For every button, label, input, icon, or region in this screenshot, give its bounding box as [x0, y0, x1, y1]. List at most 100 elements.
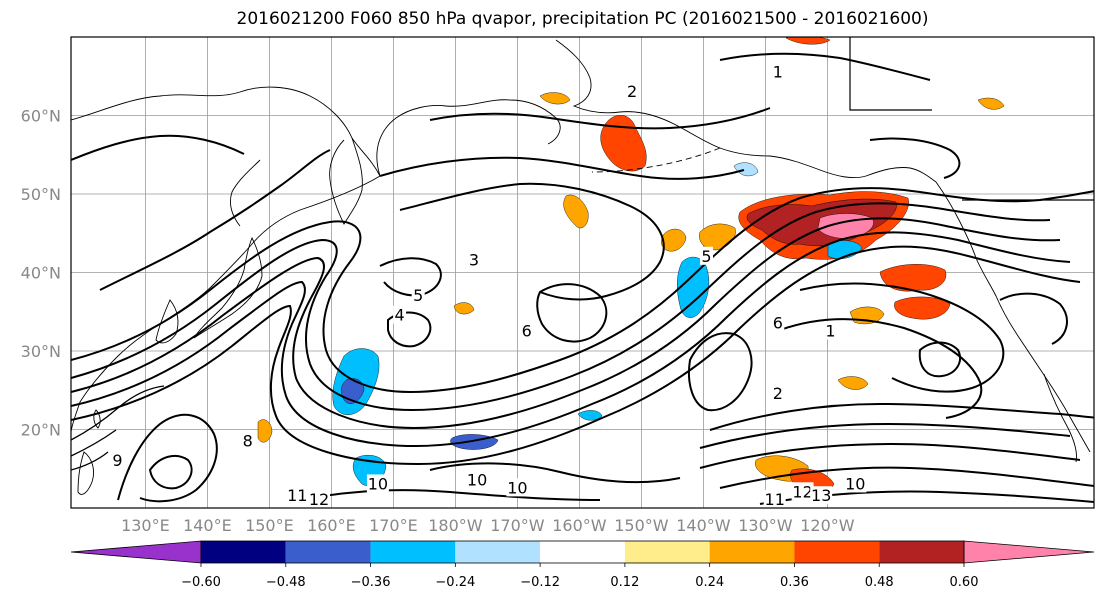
- contour-line: [918, 341, 961, 378]
- colorbar: [70, 540, 1095, 564]
- contour-label: 6: [773, 314, 783, 333]
- contour-line: [71, 245, 1081, 466]
- precip-patch-subtropic-pos-3: [837, 376, 869, 390]
- precip-patch-bering: [600, 115, 647, 172]
- colorbar-outline: [200, 540, 965, 564]
- lon-tick-label: 180°W: [428, 516, 483, 535]
- lon-tick-label: 120°W: [800, 516, 855, 535]
- contour-line: [71, 385, 165, 441]
- contour-label: 10: [368, 474, 388, 493]
- lat-tick-label: 20°N: [21, 421, 61, 440]
- contour-label-bg: [844, 474, 867, 493]
- contour-label-bg: [763, 490, 786, 508]
- contour-line: [709, 402, 1094, 431]
- contour-line: [71, 217, 1061, 430]
- colorbar-swatch: [709, 541, 795, 563]
- contour-label-bg: [771, 313, 785, 332]
- contour-label-bg: [791, 482, 814, 501]
- colorbar-swatch: [455, 541, 541, 563]
- colorbar-labels: −0.60 −0.48 −0.36 −0.24 −0.12 0.12 0.24 0.36 0.4…: [181, 563, 978, 590]
- contour-line: [429, 462, 681, 484]
- contour-label-bg: [366, 474, 389, 493]
- contour-line: [999, 292, 1068, 345]
- contour-label: 9: [112, 451, 122, 470]
- contour-label: 11: [287, 486, 307, 505]
- contour-label: 1: [825, 321, 835, 340]
- lon-tick-label: 140°W: [676, 516, 731, 535]
- contour-line: [71, 451, 109, 471]
- contour-label: 5: [413, 286, 423, 305]
- contour-line: [699, 422, 1071, 449]
- contour-label: 5: [701, 247, 711, 266]
- contour-label-bg: [824, 321, 837, 340]
- contour-label-bg: [771, 62, 785, 81]
- precip-patch-neg-small-2: [577, 410, 603, 421]
- colorbar-tick-label: 0.12: [610, 575, 639, 590]
- colorbar-tick-label: −0.60: [181, 575, 221, 590]
- lat-tick-label: 30°N: [21, 342, 61, 361]
- colorbar-swatch: [624, 541, 710, 563]
- coastline-baja: [1043, 373, 1077, 463]
- lat-tick-label: 40°N: [21, 264, 61, 283]
- colorbar-swatch: [794, 541, 880, 563]
- contour-line: [148, 454, 193, 490]
- colorbar-swatch: [285, 541, 371, 563]
- colorbar-tick-label: 0.24: [695, 575, 724, 590]
- precip-patch-canada-pos: [977, 97, 1005, 110]
- contour-line: [71, 429, 117, 457]
- lat-tick-label: 60°N: [21, 107, 61, 126]
- coastline-taiwan: [93, 409, 101, 429]
- colorbar-swatch: [540, 541, 625, 563]
- contour-label-bg: [625, 81, 639, 100]
- contour-line: [536, 283, 608, 343]
- lon-tick-label: 170°E: [369, 516, 418, 535]
- contour-label: 2: [773, 384, 783, 403]
- contour-line: [387, 311, 432, 348]
- contour-label: 11: [765, 490, 785, 509]
- contour-label: 8: [243, 431, 253, 450]
- contour-line: [99, 149, 331, 291]
- contour-label-bg: [241, 431, 255, 450]
- contour-label: 3: [469, 251, 479, 270]
- contour-label: 10: [507, 478, 527, 497]
- contour-line: [719, 52, 931, 81]
- contour-label-bg: [810, 486, 833, 505]
- contour-label-bg: [411, 286, 425, 305]
- colorbar-extend-min: [70, 540, 202, 564]
- contour-label-bg: [520, 321, 534, 340]
- colorbar-tick-label: 0.60: [950, 575, 979, 590]
- contour-line: [379, 156, 745, 180]
- contour-label-bg: [506, 478, 529, 497]
- lat-tick-label: 50°N: [21, 185, 61, 204]
- precip-patch-central-2: [661, 228, 687, 252]
- contour-label-bg: [466, 470, 489, 489]
- map-frame: [70, 36, 1095, 509]
- contour-label-bg: [111, 450, 124, 469]
- colorbar-swatch: [879, 541, 964, 563]
- precip-patch-subtropic-pos-4: [257, 419, 273, 443]
- colorbar-extend-max: [963, 540, 1095, 564]
- contour-line: [71, 231, 1071, 448]
- latitude-labels: 20°N 30°N 40°N 50°N 60°N: [21, 107, 61, 440]
- precip-patch-bering-rim: [539, 92, 571, 105]
- contour-label: 13: [811, 486, 831, 505]
- contour-line: [299, 489, 601, 501]
- colorbar-swatch: [370, 541, 456, 563]
- contour-label-bg: [393, 305, 407, 324]
- contour-label-bg: [467, 250, 481, 269]
- coastline-japan: [193, 236, 263, 339]
- contour-line: [429, 107, 771, 130]
- contour-line: [71, 202, 1051, 412]
- precip-patch-ne-pacific-2: [894, 296, 951, 320]
- contour-label: 10: [467, 471, 487, 490]
- colorbar-tick-label: −0.24: [435, 575, 475, 590]
- colorbar-tick-label: −0.48: [266, 575, 306, 590]
- qvapor-contours: [71, 52, 1094, 505]
- contour-label-bg: [771, 384, 785, 403]
- coastline-kamchatka: [329, 137, 363, 225]
- contour-label: 8: [1101, 459, 1105, 478]
- border-alaska-canada: [849, 37, 932, 111]
- precip-patch-north-pos: [785, 37, 831, 45]
- colorbar-tick-label: −0.12: [520, 575, 560, 590]
